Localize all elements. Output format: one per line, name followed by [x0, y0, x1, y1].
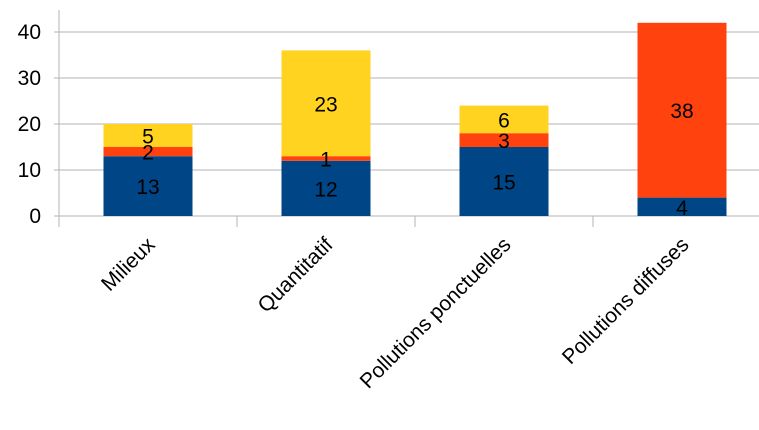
- x-tick-label: Milieux: [97, 233, 160, 296]
- data-label: 6: [498, 109, 510, 132]
- x-tick-labels: Milieux Quantitatif Pollutions ponctuelles…: [97, 233, 693, 393]
- y-tick-labels: 0 10 20 30 40: [18, 21, 41, 228]
- x-tick-label: Quantitatif: [254, 233, 338, 317]
- data-label: 2: [142, 142, 154, 165]
- bar-segment: [281, 50, 371, 157]
- x-tick-label: Pollutions ponctuelles: [356, 233, 516, 393]
- data-label: 12: [314, 178, 337, 201]
- bar-segment: [103, 147, 193, 157]
- bar-segment: [459, 133, 549, 147]
- axes: [58, 10, 594, 227]
- data-label: 4: [676, 197, 688, 220]
- y-tick-label: 0: [29, 205, 41, 228]
- y-tick-label: 10: [18, 159, 41, 182]
- bar-segment: [459, 147, 549, 216]
- data-label: 38: [670, 100, 693, 123]
- bar-segment: [281, 156, 371, 161]
- data-label: 3: [498, 130, 510, 153]
- y-tick-label: 20: [18, 113, 41, 136]
- x-tick-label: Pollutions diffuses: [558, 233, 694, 369]
- y-tick-label: 40: [18, 21, 41, 44]
- bar-segment: [459, 105, 549, 134]
- data-label: 15: [492, 172, 515, 195]
- bar-segment: [103, 156, 193, 216]
- data-label: 23: [314, 93, 337, 116]
- data-label: 1: [320, 149, 332, 172]
- data-label: 5: [142, 126, 154, 149]
- bar-segment: [637, 22, 727, 198]
- data-labels: 13 25 12 1 23 15 36 4 38: [136, 93, 693, 220]
- data-label: 13: [136, 176, 159, 199]
- bar-segment: [103, 124, 193, 147]
- bar-segment: [281, 160, 371, 216]
- bar-segment: [637, 197, 727, 216]
- bar-series: [103, 22, 727, 216]
- y-tick-label: 30: [18, 67, 41, 90]
